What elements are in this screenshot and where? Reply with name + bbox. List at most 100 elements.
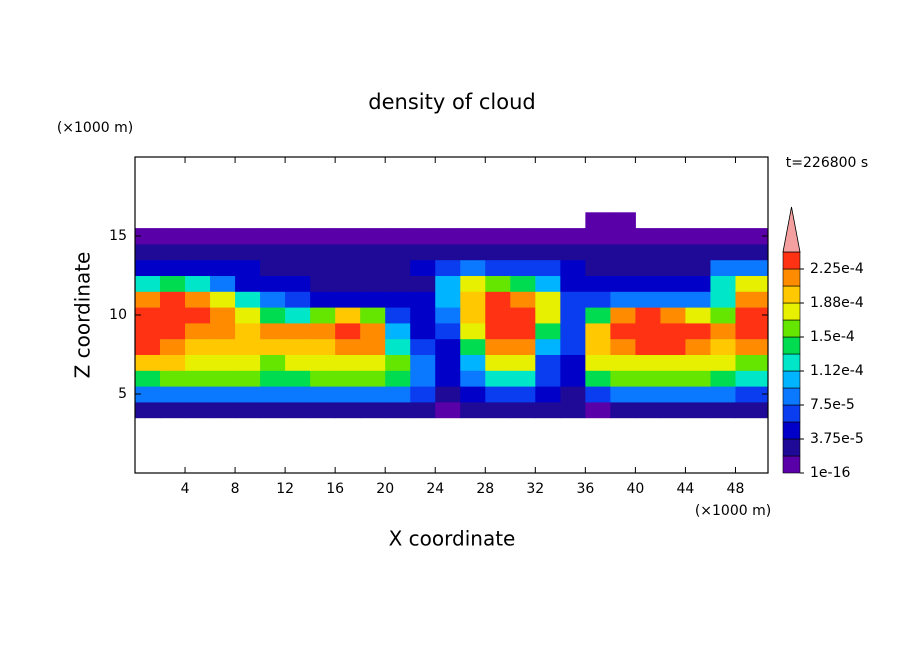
- contour-cell: [560, 291, 586, 308]
- contour-cell: [485, 275, 511, 292]
- contour-cell: [360, 291, 386, 308]
- contour-cell: [585, 243, 611, 261]
- contour-cell: [210, 401, 236, 419]
- contour-cell: [210, 386, 236, 403]
- contour-cell: [535, 401, 561, 419]
- contour-cell: [485, 401, 511, 419]
- contour-cell: [685, 275, 711, 292]
- contour-cell: [310, 354, 336, 371]
- contour-cell: [385, 354, 411, 371]
- colorbar-label: 1.88e-4: [810, 295, 864, 311]
- contour-cell: [435, 228, 461, 245]
- contour-cell: [660, 259, 686, 276]
- contour-cell: [735, 338, 768, 355]
- x-tick-label: 28: [476, 481, 494, 497]
- contour-cell: [585, 401, 611, 419]
- contour-cell: [260, 228, 286, 245]
- contour-cell: [210, 275, 236, 292]
- contour-cell: [535, 291, 561, 308]
- contour-cell: [710, 307, 736, 324]
- contour-cell: [585, 291, 611, 308]
- contour-cell: [335, 386, 361, 403]
- contour-cell: [485, 243, 511, 261]
- contour-cell: [635, 354, 661, 371]
- contour-cell: [460, 243, 486, 261]
- contour-cell: [510, 354, 536, 371]
- contour-cell: [135, 322, 161, 340]
- contour-cell: [135, 275, 161, 292]
- contour-cell: [335, 322, 361, 340]
- contour-cell: [560, 370, 586, 387]
- contour-cell: [410, 275, 436, 292]
- contour-cell: [435, 307, 461, 324]
- contour-cell: [135, 354, 161, 371]
- x-unit: (×1000 m): [695, 503, 771, 519]
- contour-cell: [485, 386, 511, 403]
- contour-cell: [535, 322, 561, 340]
- contour-cell: [360, 228, 386, 245]
- contour-cell: [135, 401, 161, 419]
- contour-cell: [285, 386, 311, 403]
- contour-cell: [585, 307, 611, 324]
- colorbar-box: [782, 404, 801, 423]
- contour-cell: [235, 243, 261, 261]
- contour-cell: [235, 370, 261, 387]
- contour-cell: [360, 243, 386, 261]
- contour-cell: [285, 401, 311, 419]
- contour-cell: [460, 338, 486, 355]
- contour-cell: [585, 228, 611, 245]
- contour-cell: [260, 291, 286, 308]
- contour-cell: [710, 243, 736, 261]
- contour-cell: [635, 401, 661, 419]
- contour-cell: [660, 307, 686, 324]
- contour-cell: [635, 291, 661, 308]
- contour-cell: [235, 259, 261, 276]
- contour-cell: [185, 275, 211, 292]
- contour-cell: [460, 275, 486, 292]
- contour-cell: [560, 259, 586, 276]
- contour-cell: [335, 307, 361, 324]
- contour-cell: [460, 259, 486, 276]
- contour-cell: [660, 228, 686, 245]
- contour-cell: [160, 370, 186, 387]
- contour-cell: [385, 338, 411, 355]
- contour-cell: [535, 243, 561, 261]
- contour-cell: [660, 354, 686, 371]
- contour-cell: [135, 307, 161, 324]
- contour-cell: [435, 291, 461, 308]
- contour-cell: [160, 322, 186, 340]
- contour-cell: [660, 338, 686, 355]
- contour-cell: [410, 291, 436, 308]
- contour-cell: [310, 275, 336, 292]
- contour-cell: [410, 259, 436, 276]
- contour-cell: [360, 322, 386, 340]
- contour-cell: [335, 370, 361, 387]
- contour-cell: [585, 322, 611, 340]
- contour-cell: [235, 338, 261, 355]
- contour-cell: [610, 386, 636, 403]
- y-axis-label: Z coordinate: [71, 252, 95, 379]
- contour-cell: [610, 228, 636, 245]
- contour-cell: [485, 228, 511, 245]
- x-tick-label: 12: [276, 481, 294, 497]
- contour-cell: [485, 370, 511, 387]
- contour-cell: [435, 322, 461, 340]
- contour-cell: [185, 291, 211, 308]
- contour-cell: [135, 243, 161, 261]
- contour-cell: [510, 259, 536, 276]
- colorbar-box: [782, 438, 801, 457]
- contour-cell: [685, 243, 711, 261]
- contour-cell: [510, 386, 536, 403]
- contour-cell: [685, 291, 711, 308]
- contour-cell: [235, 354, 261, 371]
- contour-cell: [185, 259, 211, 276]
- x-tick-label: 44: [677, 481, 695, 497]
- contour-cell: [735, 401, 768, 419]
- contour-cell: [435, 354, 461, 371]
- contour-cell: [585, 275, 611, 292]
- contour-cell: [685, 228, 711, 245]
- contour-cell: [560, 354, 586, 371]
- contour-cell: [235, 291, 261, 308]
- contour-cell: [310, 386, 336, 403]
- contour-cell: [385, 386, 411, 403]
